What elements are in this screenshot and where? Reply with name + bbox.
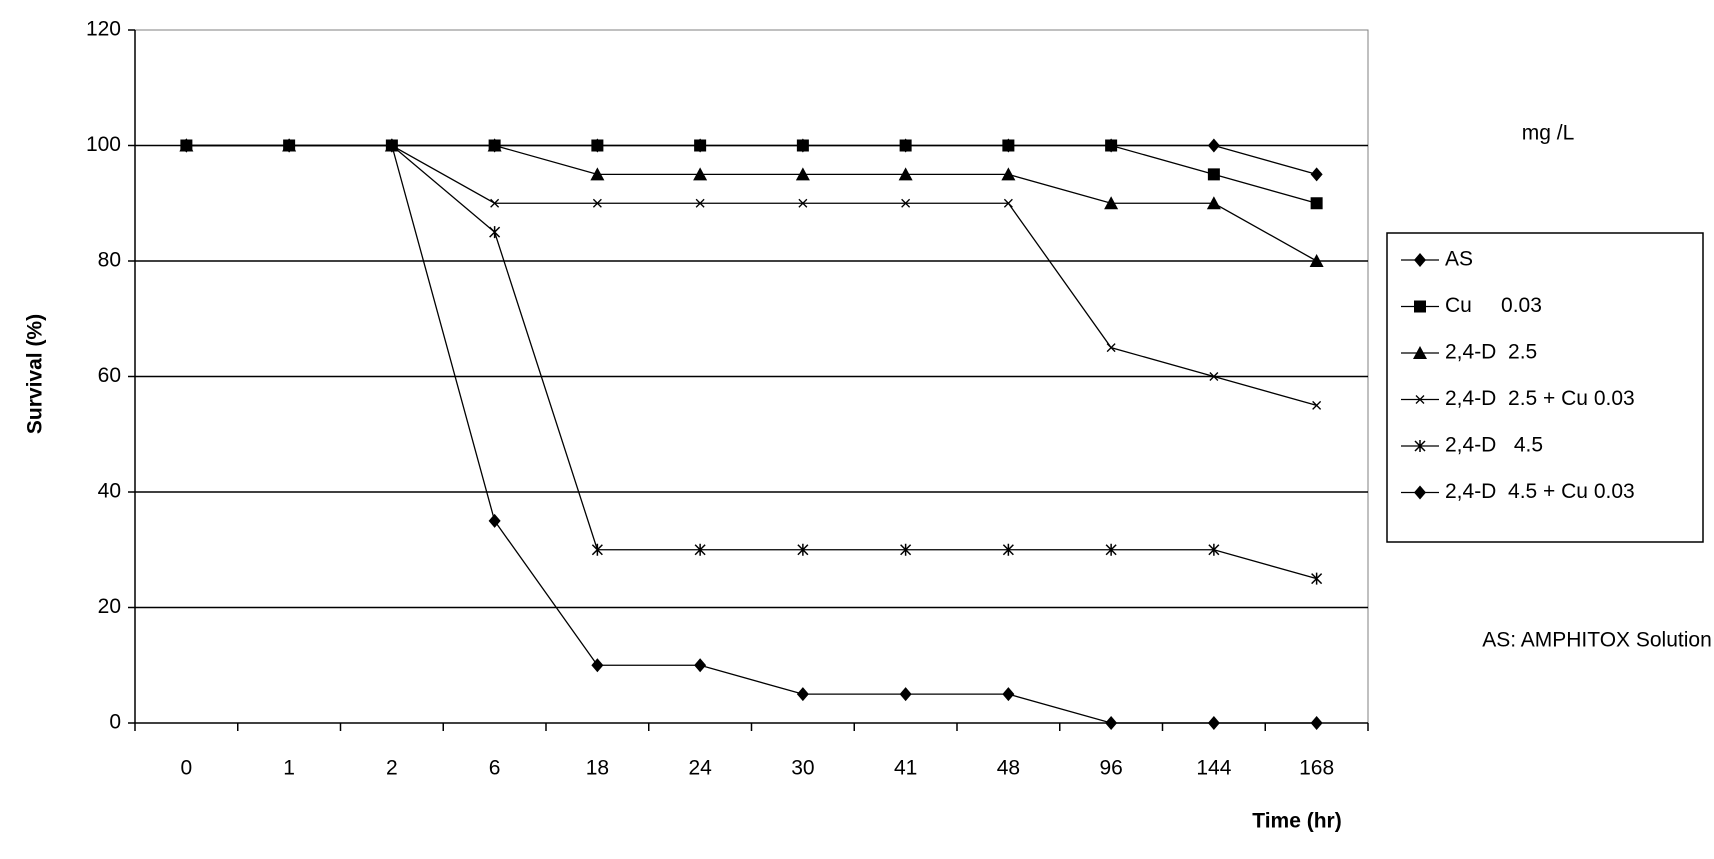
- x-axis-label: Time (hr): [1252, 810, 1341, 833]
- x-tick-label: 41: [894, 757, 917, 780]
- marker: [795, 167, 810, 181]
- x-tick-label: 96: [1099, 757, 1122, 780]
- marker: [1311, 572, 1323, 585]
- marker: [1207, 168, 1220, 181]
- marker: [490, 198, 500, 208]
- marker: [1310, 167, 1323, 182]
- legend-marker: [1414, 485, 1426, 500]
- marker: [592, 198, 602, 208]
- legend-marker: [1413, 346, 1427, 359]
- marker: [1312, 400, 1322, 410]
- y-tick-label: 0: [109, 711, 121, 734]
- x-tick-label: 6: [489, 757, 501, 780]
- x-tick-label: 2: [386, 757, 398, 780]
- marker: [488, 513, 501, 528]
- marker: [180, 138, 193, 153]
- y-axis-label: Survival (%): [24, 314, 47, 434]
- marker: [899, 139, 912, 152]
- marker: [590, 167, 605, 181]
- marker: [1105, 716, 1118, 730]
- marker: [901, 198, 911, 208]
- marker: [1105, 139, 1118, 152]
- legend-marker: [1414, 440, 1426, 452]
- x-tick-label: 24: [688, 757, 712, 780]
- marker: [1209, 372, 1219, 381]
- marker: [591, 543, 603, 556]
- marker: [1001, 167, 1016, 181]
- y-tick-label: 40: [98, 480, 121, 503]
- marker: [1002, 687, 1015, 702]
- y-tick-label: 80: [98, 249, 121, 272]
- x-tick-label: 30: [791, 757, 814, 780]
- marker: [1003, 198, 1013, 208]
- series-line: [186, 144, 1317, 407]
- marker: [489, 226, 501, 239]
- legend-box: [1386, 232, 1704, 543]
- legend-marker: [1415, 395, 1425, 404]
- legend-label: 2,4-D 2.5: [1445, 341, 1537, 364]
- series-line: [186, 144, 1317, 580]
- legend-label: AS: [1445, 248, 1473, 271]
- x-tick-label: 0: [181, 757, 193, 780]
- marker: [1104, 196, 1119, 210]
- x-tick-label: 48: [997, 757, 1020, 780]
- marker: [1310, 197, 1323, 210]
- marker: [898, 167, 913, 181]
- annotation: AS: AMPHITOX Solution: [1482, 629, 1712, 652]
- marker: [798, 198, 808, 208]
- marker: [385, 138, 398, 153]
- legend-label: Cu 0.03: [1445, 294, 1542, 317]
- x-tick-label: 1: [283, 757, 295, 780]
- marker: [1207, 138, 1220, 153]
- marker: [797, 543, 809, 556]
- marker: [693, 167, 708, 181]
- marker: [1208, 543, 1220, 556]
- marker: [900, 543, 912, 556]
- marker: [591, 658, 604, 673]
- marker: [695, 198, 705, 208]
- y-tick-label: 60: [98, 364, 121, 387]
- x-tick-label: 168: [1299, 757, 1334, 780]
- y-tick-label: 20: [98, 595, 121, 618]
- y-tick-label: 120: [86, 18, 121, 41]
- legend-label: 2,4-D 2.5 + Cu 0.03: [1445, 387, 1635, 410]
- y-tick-label: 100: [86, 133, 121, 156]
- marker: [487, 138, 502, 152]
- marker: [1309, 254, 1324, 267]
- marker: [1106, 343, 1116, 353]
- marker: [796, 139, 809, 152]
- marker: [283, 138, 296, 153]
- legend-label: 2,4-D 4.5: [1445, 434, 1543, 457]
- marker: [694, 543, 706, 556]
- marker: [1105, 543, 1117, 556]
- marker: [1310, 716, 1323, 730]
- x-tick-label: 144: [1196, 757, 1231, 780]
- annotation: mg /L: [1522, 122, 1575, 145]
- marker: [796, 687, 809, 702]
- marker: [1206, 196, 1221, 210]
- x-tick-label: 18: [586, 757, 609, 780]
- marker: [899, 687, 912, 702]
- marker: [1207, 716, 1220, 730]
- legend-marker: [1414, 300, 1426, 313]
- legend-label: 2,4-D 4.5 + Cu 0.03: [1445, 480, 1635, 503]
- series-line: [186, 144, 1317, 724]
- marker: [1002, 543, 1014, 556]
- legend-marker: [1414, 253, 1426, 267]
- marker: [694, 139, 707, 152]
- marker: [1002, 139, 1015, 152]
- marker: [694, 658, 707, 673]
- marker: [591, 139, 604, 152]
- series-line: [186, 144, 1317, 176]
